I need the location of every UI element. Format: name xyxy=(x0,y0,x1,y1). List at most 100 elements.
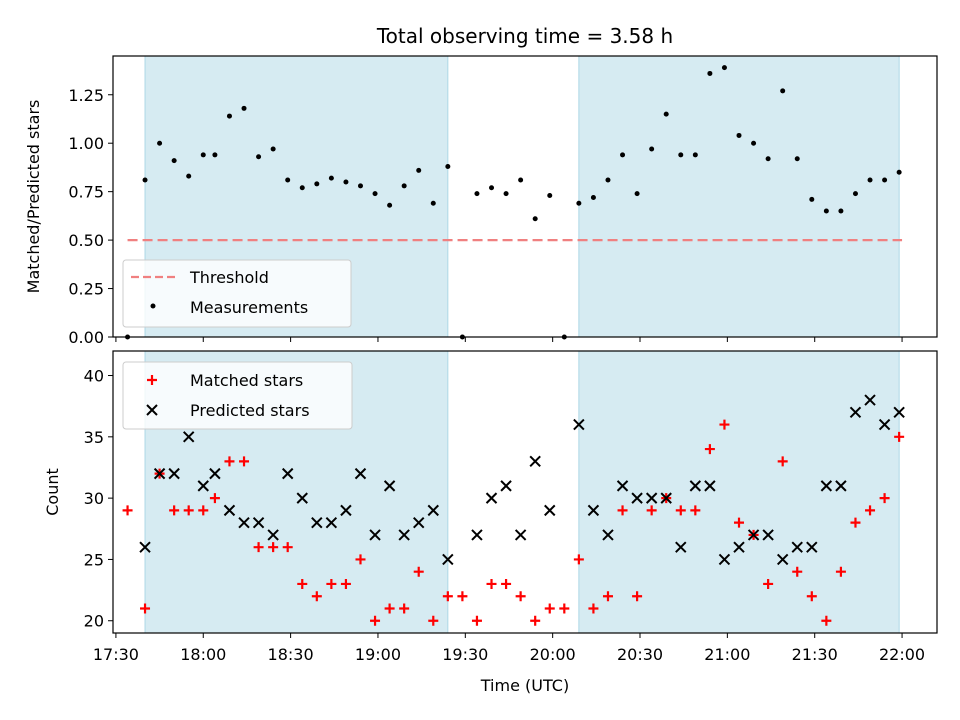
measurement-point xyxy=(882,177,888,183)
measurement-point xyxy=(416,167,422,173)
predicted-star-point xyxy=(849,406,862,419)
predicted-star-point xyxy=(281,467,294,480)
measurement-point xyxy=(649,146,655,152)
matched-star-point xyxy=(704,444,715,455)
predicted-star-point xyxy=(383,480,396,492)
measurement-point xyxy=(445,163,451,169)
legend-predicted-label: Predicted stars xyxy=(190,401,310,420)
measurement-point xyxy=(171,158,177,164)
top-y-ticks: 0.00 0.25 0.50 0.75 1.00 1.25 xyxy=(68,86,113,347)
predicted-star-point xyxy=(631,492,643,504)
legend-measurements-label: Measurements xyxy=(190,298,308,317)
matched-star-point xyxy=(140,603,151,614)
matched-star-point xyxy=(355,554,366,565)
predicted-star-point xyxy=(209,467,221,480)
matched-star-point xyxy=(792,566,803,577)
matched-star-point xyxy=(169,505,180,516)
measurement-point xyxy=(212,152,218,158)
measurement-point xyxy=(794,156,800,162)
measurement-point xyxy=(401,183,407,189)
predicted-star-point xyxy=(471,529,483,541)
predicted-star-point xyxy=(325,516,338,529)
measurement-point xyxy=(678,152,684,158)
predicted-star-point xyxy=(153,467,166,480)
measurement-point xyxy=(226,113,232,119)
measurement-point xyxy=(186,173,192,179)
top-legend-box xyxy=(122,259,352,328)
matched-star-point xyxy=(617,505,628,516)
measurement-point xyxy=(372,191,378,197)
y-tick-label: 20 xyxy=(84,612,104,631)
predicted-star-point xyxy=(427,504,439,517)
matched-star-point xyxy=(326,578,337,589)
predicted-star-point xyxy=(645,492,658,504)
matched-star-point xyxy=(530,615,541,626)
matched-star-point xyxy=(821,615,832,626)
predicted-star-point xyxy=(878,418,891,431)
predicted-star-point xyxy=(733,541,745,553)
predicted-star-point xyxy=(238,516,250,529)
top-y-axis-label: Matched/Predicted stars xyxy=(24,100,43,294)
legend-threshold-label: Threshold xyxy=(189,268,269,287)
predicted-star-point xyxy=(340,504,352,517)
x-axis-label: Time (UTC) xyxy=(480,676,569,695)
x-tick-label: 21:30 xyxy=(792,645,838,664)
measurement-point xyxy=(896,169,902,175)
measurement-point xyxy=(357,183,363,189)
matched-star-point xyxy=(879,493,890,504)
matched-star-point xyxy=(224,456,235,467)
y-tick-label: 30 xyxy=(84,489,104,508)
matched-star-point xyxy=(690,505,701,516)
matched-stars-points xyxy=(122,419,905,626)
predicted-star-point xyxy=(820,480,833,492)
measurement-point xyxy=(387,202,393,208)
predicted-star-point xyxy=(689,480,702,492)
matched-star-point xyxy=(719,419,730,430)
top-x-ticks xyxy=(115,337,903,342)
measurement-point xyxy=(474,191,480,197)
measurement-point xyxy=(605,177,611,183)
matched-star-point xyxy=(835,566,846,577)
measurement-point xyxy=(241,105,247,111)
matched-star-point xyxy=(370,615,381,626)
matched-star-point xyxy=(675,505,686,516)
measurement-point xyxy=(852,191,858,197)
predicted-star-point xyxy=(529,455,541,468)
measurement-point xyxy=(809,196,815,202)
predicted-star-point xyxy=(587,504,600,517)
matched-star-point xyxy=(602,591,613,602)
matched-star-point xyxy=(486,578,497,589)
measurement-point xyxy=(663,111,669,117)
measurement-point xyxy=(634,191,640,197)
top-panel: 0.00 0.25 0.50 0.75 1.00 1.25 Total observing… xyxy=(24,24,938,347)
predicted-star-point xyxy=(311,516,323,529)
matched-star-point xyxy=(501,578,512,589)
measurement-point xyxy=(328,175,334,181)
legend-measurements-swatch xyxy=(150,303,156,309)
predicted-star-point xyxy=(223,504,236,517)
x-tick-label: 18:30 xyxy=(268,645,314,664)
matched-star-point xyxy=(471,615,482,626)
measurement-point xyxy=(707,70,713,76)
matched-star-point xyxy=(413,566,424,577)
predicted-star-point xyxy=(762,529,774,541)
y-tick-label: 0.50 xyxy=(68,231,104,250)
measurement-point xyxy=(518,177,524,183)
matched-star-point xyxy=(646,505,657,516)
bottom-panel: 20 25 30 35 40 17:30 18:00 18:30 19:00 19:30 20:0… xyxy=(43,350,938,695)
predicted-star-point xyxy=(168,467,180,480)
matched-star-point xyxy=(763,578,774,589)
matched-star-point xyxy=(253,542,264,553)
predicted-star-point xyxy=(354,467,367,480)
matched-star-point xyxy=(209,493,220,504)
y-tick-label: 25 xyxy=(84,550,104,569)
matched-star-point xyxy=(632,591,643,602)
matched-star-point xyxy=(588,603,599,614)
predicted-star-point xyxy=(252,516,265,529)
shaded-span xyxy=(578,55,900,338)
measurement-point xyxy=(547,193,553,199)
matched-star-point xyxy=(777,456,788,467)
predicted-star-point xyxy=(616,480,629,492)
x-tick-label: 22:00 xyxy=(879,645,925,664)
